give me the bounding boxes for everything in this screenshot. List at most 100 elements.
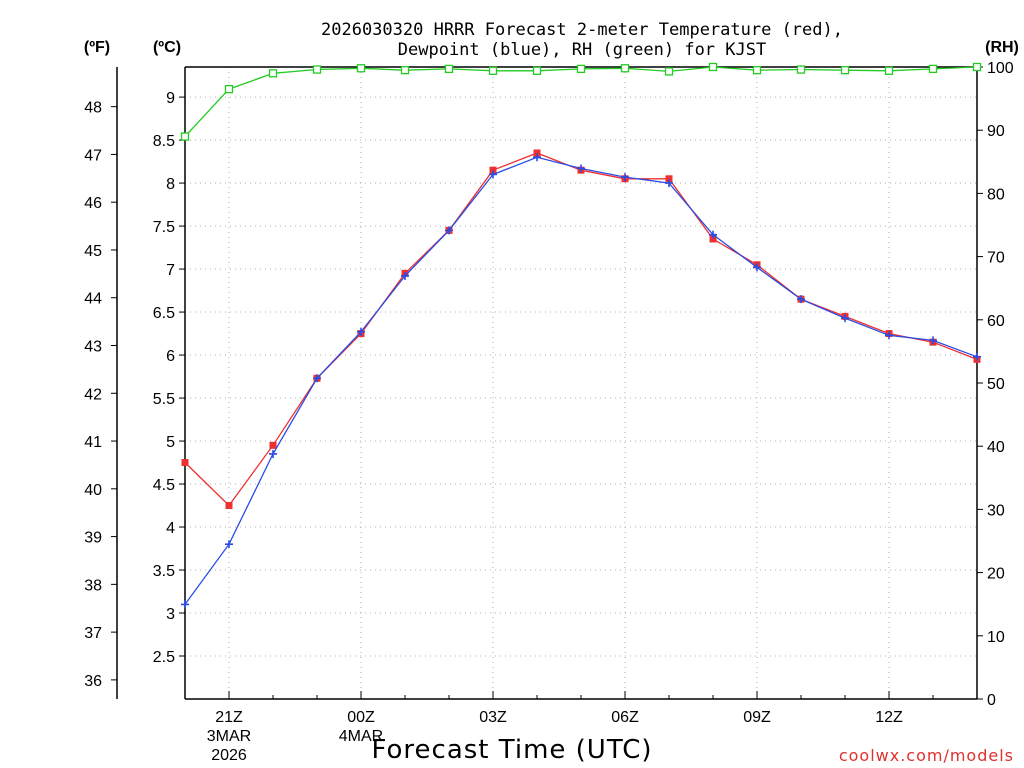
celsius-tick-label: 7 — [166, 262, 175, 279]
temperature-series — [181, 149, 981, 510]
fahrenheit-tick-label: 38 — [84, 577, 102, 594]
rh-line — [184, 66, 978, 137]
rh-tick-label: 90 — [987, 123, 1005, 140]
fahrenheit-tick-label: 42 — [84, 386, 102, 403]
dewpoint-point — [533, 153, 541, 162]
fahrenheit-unit-label: (ºF) — [84, 39, 110, 56]
rh-point — [224, 84, 234, 94]
fahrenheit-tick-label: 47 — [84, 147, 102, 164]
rh-tick-label: 10 — [987, 629, 1005, 646]
dewpoint-line — [184, 156, 978, 605]
rh-point — [708, 62, 718, 72]
x-tick-date-label: 3MAR — [207, 728, 251, 745]
fahrenheit-tick-label: 48 — [84, 100, 102, 117]
rh-point — [488, 66, 498, 75]
temperature-point — [181, 459, 189, 467]
x-axis-title: Forecast Time (UTC) — [371, 735, 652, 765]
rh-point — [576, 64, 586, 74]
dewpoint-point — [269, 449, 277, 458]
celsius-tick-label: 9 — [166, 90, 175, 107]
dewpoint-point — [621, 173, 629, 182]
celsius-tick-label: 8 — [166, 176, 175, 193]
fahrenheit-tick-label: 44 — [84, 291, 102, 308]
x-tick-label: 09Z — [743, 709, 771, 726]
dewpoint-point — [489, 170, 497, 179]
x-tick-label: 12Z — [875, 709, 903, 726]
axes-layer: 36 37 38 39 40 41 42 43 44 45 46 47 48 2.5 3 3.5 4 4.5 5 5.… — [84, 60, 1014, 764]
fahrenheit-tick-label: 39 — [84, 530, 102, 547]
dewpoint-point — [181, 600, 189, 609]
celsius-tick-label: 5 — [166, 434, 175, 451]
rh-series — [180, 62, 982, 141]
rh-point — [796, 65, 806, 74]
celsius-tick-label: 4.5 — [153, 477, 175, 494]
rh-tick-label: 100 — [987, 60, 1014, 77]
dewpoint-point — [357, 327, 365, 336]
fahrenheit-tick-label: 36 — [84, 673, 102, 690]
celsius-tick-label: 7.5 — [153, 219, 175, 236]
rh-point — [884, 66, 894, 75]
rh-tick-label: 50 — [987, 376, 1005, 393]
series-layer — [180, 62, 982, 609]
rh-tick-label: 20 — [987, 566, 1005, 583]
celsius-tick-label: 5.5 — [153, 391, 175, 408]
temperature-point — [533, 149, 541, 157]
dewpoint-point — [973, 352, 981, 361]
dewpoint-point — [797, 295, 805, 304]
celsius-tick-label: 4 — [166, 520, 175, 537]
dewpoint-point — [445, 226, 453, 235]
rh-point — [444, 64, 454, 74]
rh-tick-label: 0 — [987, 692, 996, 709]
x-tick-label: 00Z — [347, 709, 375, 726]
rh-tick-label: 60 — [987, 313, 1005, 330]
rh-point — [972, 62, 982, 72]
temperature-point — [269, 441, 277, 449]
dewpoint-point — [577, 164, 585, 173]
rh-tick-label: 70 — [987, 250, 1005, 267]
chart-title-line-1: 2026030320 HRRR Forecast 2-meter Tempera… — [321, 20, 843, 40]
grid-layer — [185, 67, 977, 699]
rh-point — [752, 66, 762, 75]
rh-point — [532, 66, 542, 75]
dewpoint-point — [225, 540, 233, 549]
temperature-point — [225, 502, 233, 510]
rh-point — [356, 64, 366, 73]
watermark: coolwx.com/models — [839, 746, 1014, 765]
fahrenheit-tick-label: 45 — [84, 243, 102, 260]
dewpoint-point — [841, 314, 849, 323]
chart-title-line-2: Dewpoint (blue), RH (green) for KJST — [398, 40, 766, 60]
rh-point — [312, 65, 322, 74]
x-tick-date-label: 4MAR — [339, 728, 383, 745]
rh-tick-label: 80 — [987, 186, 1005, 203]
x-tick-year-label: 2026 — [211, 747, 247, 764]
dewpoint-point — [929, 336, 937, 345]
x-tick-label: 03Z — [479, 709, 507, 726]
temperature-point — [489, 166, 497, 174]
rh-tick-label: 30 — [987, 502, 1005, 519]
celsius-tick-label: 6.5 — [153, 305, 175, 322]
fahrenheit-tick-label: 43 — [84, 339, 102, 356]
rh-point — [400, 66, 410, 75]
dewpoint-point — [885, 331, 893, 340]
dewpoint-series — [181, 153, 981, 609]
rh-tick-label: 40 — [987, 439, 1005, 456]
rh-point — [928, 64, 938, 74]
rh-point — [180, 132, 190, 141]
celsius-tick-label: 3.5 — [153, 563, 175, 580]
rh-point — [620, 64, 630, 73]
temperature-point — [665, 175, 673, 183]
fahrenheit-tick-label: 46 — [84, 195, 102, 212]
celsius-tick-label: 3 — [166, 606, 175, 623]
dewpoint-point — [665, 179, 673, 188]
rh-point — [840, 66, 850, 75]
fahrenheit-tick-label: 37 — [84, 625, 102, 642]
dewpoint-point — [753, 263, 761, 272]
celsius-tick-label: 2.5 — [153, 649, 175, 666]
dewpoint-point — [313, 374, 321, 383]
rh-point — [664, 67, 674, 76]
dewpoint-point — [401, 271, 409, 280]
fahrenheit-tick-label: 41 — [84, 434, 102, 451]
celsius-tick-label: 6 — [166, 348, 175, 365]
temperature-point — [709, 235, 717, 243]
